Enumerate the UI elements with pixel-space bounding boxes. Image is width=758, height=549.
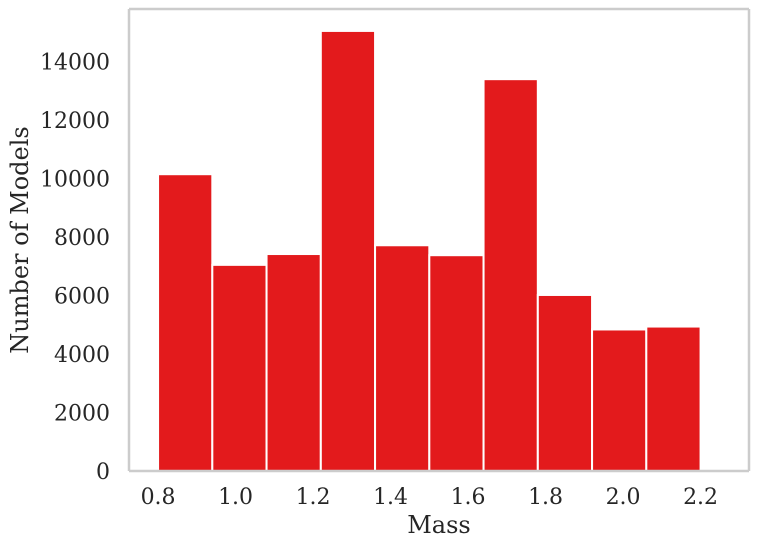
- y-tick-label: 4000: [54, 343, 110, 368]
- histogram-bar-8: [536, 293, 594, 472]
- histogram-bar-4: [319, 29, 377, 472]
- x-tick-label: 2.0: [606, 485, 641, 510]
- x-axis-label: Mass: [407, 511, 471, 539]
- plot-frame: [127, 7, 751, 473]
- histogram-bar-9: [591, 328, 648, 472]
- histogram-bar-10: [645, 325, 702, 473]
- bars-group: [157, 29, 702, 473]
- x-tick-label: 2.2: [683, 485, 718, 510]
- x-tick-label: 1.4: [373, 485, 408, 510]
- y-tick-label: 10000: [40, 168, 110, 193]
- x-tick-label: 0.8: [141, 485, 176, 510]
- y-tick-labels: 0 2000 4000 6000 8000 10000 12000 14000: [40, 51, 110, 485]
- y-tick-label: 6000: [54, 285, 110, 310]
- x-tick-labels: 0.8 1.0 1.2 1.4 1.6 1.8 2.0 2.2: [141, 485, 719, 510]
- x-tick-label: 1.6: [451, 485, 486, 510]
- histogram-bar-1: [157, 173, 214, 472]
- y-tick-label: 12000: [40, 109, 110, 134]
- y-tick-label: 2000: [54, 402, 110, 427]
- y-axis-label: Number of Models: [6, 126, 34, 353]
- histogram-bar-3: [265, 253, 322, 472]
- y-tick-label: 8000: [54, 226, 110, 251]
- histogram-bar-7: [482, 78, 539, 472]
- histogram-bar-6: [428, 254, 485, 472]
- y-tick-label: 0: [96, 460, 110, 485]
- x-tick-label: 1.8: [528, 485, 563, 510]
- histogram-bar-2: [211, 263, 268, 472]
- x-tick-label: 1.2: [296, 485, 331, 510]
- histogram-bar-5: [374, 244, 431, 472]
- y-tick-label: 14000: [40, 51, 110, 76]
- x-tick-label: 1.0: [218, 485, 253, 510]
